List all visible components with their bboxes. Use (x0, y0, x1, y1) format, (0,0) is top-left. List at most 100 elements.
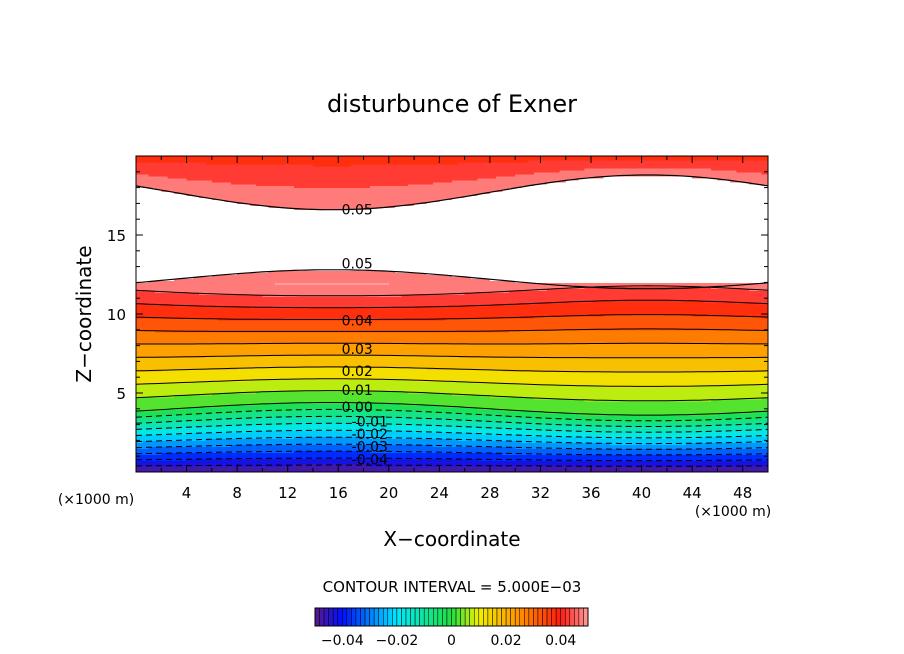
contour-cell (230, 219, 238, 222)
contour-cell (136, 288, 143, 291)
contour-cell (205, 280, 213, 284)
contour-cell (161, 312, 169, 315)
contour-cell (211, 438, 219, 442)
contour-cell (230, 450, 238, 453)
contour-cell (281, 286, 289, 289)
contour-cell (300, 416, 308, 420)
contour-cell (224, 327, 232, 331)
contour-cell (243, 408, 251, 412)
contour-cell (237, 223, 245, 226)
contour-cell (218, 156, 226, 159)
contour-cell (237, 341, 245, 345)
contour-cell (230, 258, 238, 262)
contour-cell (224, 187, 232, 191)
contour-cell (148, 381, 156, 384)
contour-cell (218, 396, 226, 400)
contour-cell (294, 244, 301, 248)
contour-cell (275, 319, 282, 323)
contour-cell (237, 300, 245, 303)
contour-cell (154, 349, 162, 353)
contour-cell (154, 156, 162, 159)
contour-cell (136, 282, 143, 285)
contour-cell (224, 201, 232, 205)
contour-cell (243, 221, 251, 224)
contour-cell (237, 470, 245, 473)
contour-cell (281, 432, 289, 436)
contour-cell (294, 466, 301, 469)
contour-cell (237, 357, 245, 361)
contour-cell (205, 341, 213, 345)
contour-cell (256, 203, 263, 206)
contour-cell (237, 191, 245, 195)
contour-cell (230, 254, 238, 258)
contour-cell (148, 209, 156, 212)
contour-cell (300, 290, 308, 293)
contour-cell (205, 260, 213, 264)
contour-cell (161, 396, 169, 400)
contour-cell (230, 189, 238, 193)
contour-cell (218, 274, 226, 278)
contour-cell (268, 462, 276, 465)
contour-cell (148, 444, 156, 447)
contour-cell (230, 438, 238, 442)
contour-cell (205, 394, 213, 398)
contour-cell (167, 242, 175, 246)
contour-cell (237, 331, 245, 335)
contour-cell (161, 454, 169, 457)
contour-cell (237, 276, 245, 280)
contour-cell (281, 201, 289, 205)
contour-cell (268, 387, 276, 390)
contour-cell (136, 430, 143, 434)
contour-cell (186, 302, 194, 305)
contour-cell (167, 408, 175, 412)
contour-cell (211, 335, 219, 339)
contour-cell (294, 213, 301, 216)
contour-cell (180, 432, 188, 436)
contour-cell (161, 254, 169, 258)
contour-cell (262, 412, 270, 416)
contour-cell (237, 432, 245, 436)
contour-cell (154, 246, 162, 250)
contour-cell (249, 434, 257, 438)
contour-cell (249, 272, 257, 276)
contour-cell (205, 359, 213, 363)
contour-cell (173, 258, 181, 262)
contour-cell (199, 215, 207, 218)
contour-cell (173, 219, 181, 222)
contour-cell (224, 365, 232, 368)
contour-cell (230, 165, 238, 169)
contour-cell (167, 195, 175, 199)
contour-cell (230, 454, 238, 457)
contour-cell (186, 379, 194, 382)
contour-cell (268, 231, 276, 234)
contour-cell (148, 167, 156, 171)
contour-cell (281, 434, 289, 438)
contour-cell (180, 456, 188, 459)
contour-cell (154, 389, 162, 392)
contour-cell (154, 450, 162, 453)
contour-cell (294, 321, 301, 325)
contour-cell (180, 264, 188, 268)
contour-cell (281, 272, 289, 276)
contour-cell (142, 252, 150, 256)
contour-cell (180, 335, 188, 339)
contour-cell (230, 197, 238, 201)
contour-cell (173, 387, 181, 390)
contour-cell (243, 412, 251, 416)
contour-cell (211, 454, 219, 457)
contour-cell (262, 282, 270, 285)
contour-cell (230, 396, 238, 400)
contour-cell (173, 385, 181, 388)
contour-cell (249, 464, 257, 467)
contour-cell (230, 466, 238, 469)
contour-cell (243, 217, 251, 220)
contour-cell (211, 276, 219, 280)
contour-cell (148, 179, 156, 183)
contour-cell (142, 341, 150, 345)
contour-cell (180, 195, 188, 199)
contour-cell (186, 387, 194, 390)
contour-cell (186, 454, 194, 457)
contour-cell (192, 361, 200, 364)
contour-cell (205, 306, 213, 309)
contour-cell (205, 450, 213, 453)
